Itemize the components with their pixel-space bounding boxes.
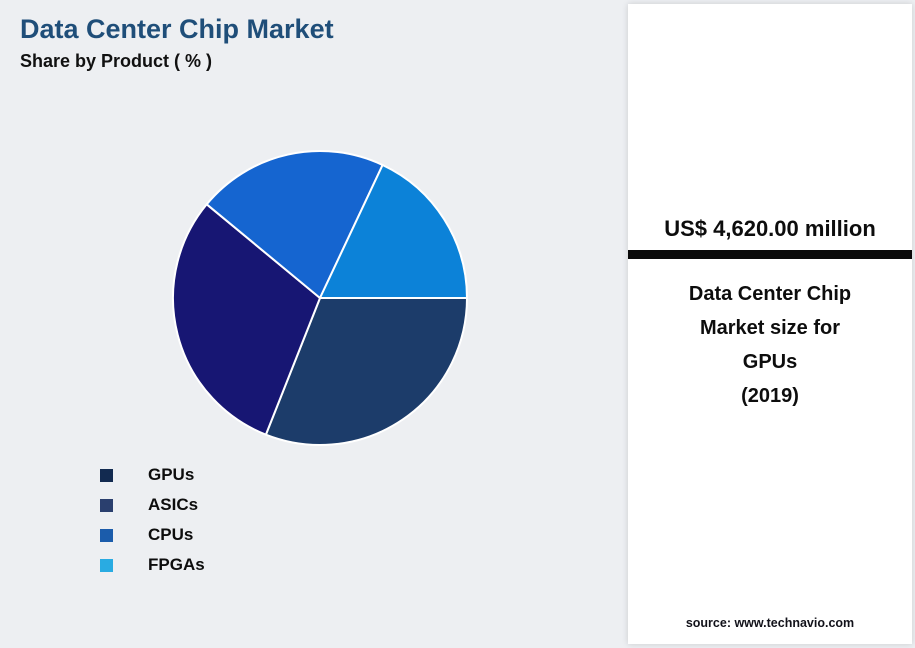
panel-description-line: (2019) bbox=[741, 385, 799, 407]
pie-slice-cpus bbox=[205, 150, 384, 299]
value-underline-bar bbox=[628, 250, 912, 259]
pie-slice-fpgas bbox=[319, 163, 468, 299]
page-subtitle: Share by Product ( % ) bbox=[20, 51, 213, 71]
legend-label: CPUs bbox=[148, 525, 194, 544]
legend-swatch bbox=[100, 528, 113, 542]
panel-description-line: Market size for bbox=[699, 317, 841, 339]
highlight-panel: US$ 4,620.00 million Data Center Chip Ma… bbox=[628, 4, 912, 644]
legend-item: CPUs bbox=[100, 520, 205, 550]
market-value-text: US$ 4,620.00 million bbox=[664, 216, 876, 241]
legend-swatch bbox=[100, 498, 113, 512]
pie-chart-container bbox=[170, 148, 470, 448]
pie-slice-asics bbox=[172, 203, 321, 436]
legend-swatch bbox=[100, 468, 113, 482]
pie-chart bbox=[172, 150, 468, 446]
page-title: Data Center Chip Market bbox=[20, 14, 334, 44]
legend-label: GPUs bbox=[148, 465, 195, 484]
legend-label: FPGAs bbox=[148, 555, 205, 574]
legend-swatch bbox=[100, 558, 113, 572]
panel-description: Data Center Chip Market size for GPUs (2… bbox=[628, 277, 912, 413]
pie-slice-gpus bbox=[264, 297, 468, 446]
header: Data Center Chip Market Share by Product… bbox=[20, 14, 334, 72]
panel-description-line: Data Center Chip bbox=[688, 283, 852, 305]
source-text: source: www.technavio.com bbox=[685, 616, 855, 630]
legend: GPUs ASICs CPUs FPGAs bbox=[100, 460, 205, 580]
legend-item: FPGAs bbox=[100, 550, 205, 580]
legend-item: GPUs bbox=[100, 460, 205, 490]
legend-label: ASICs bbox=[148, 495, 199, 514]
legend-item: ASICs bbox=[100, 490, 205, 520]
panel-description-line: GPUs bbox=[742, 351, 798, 373]
